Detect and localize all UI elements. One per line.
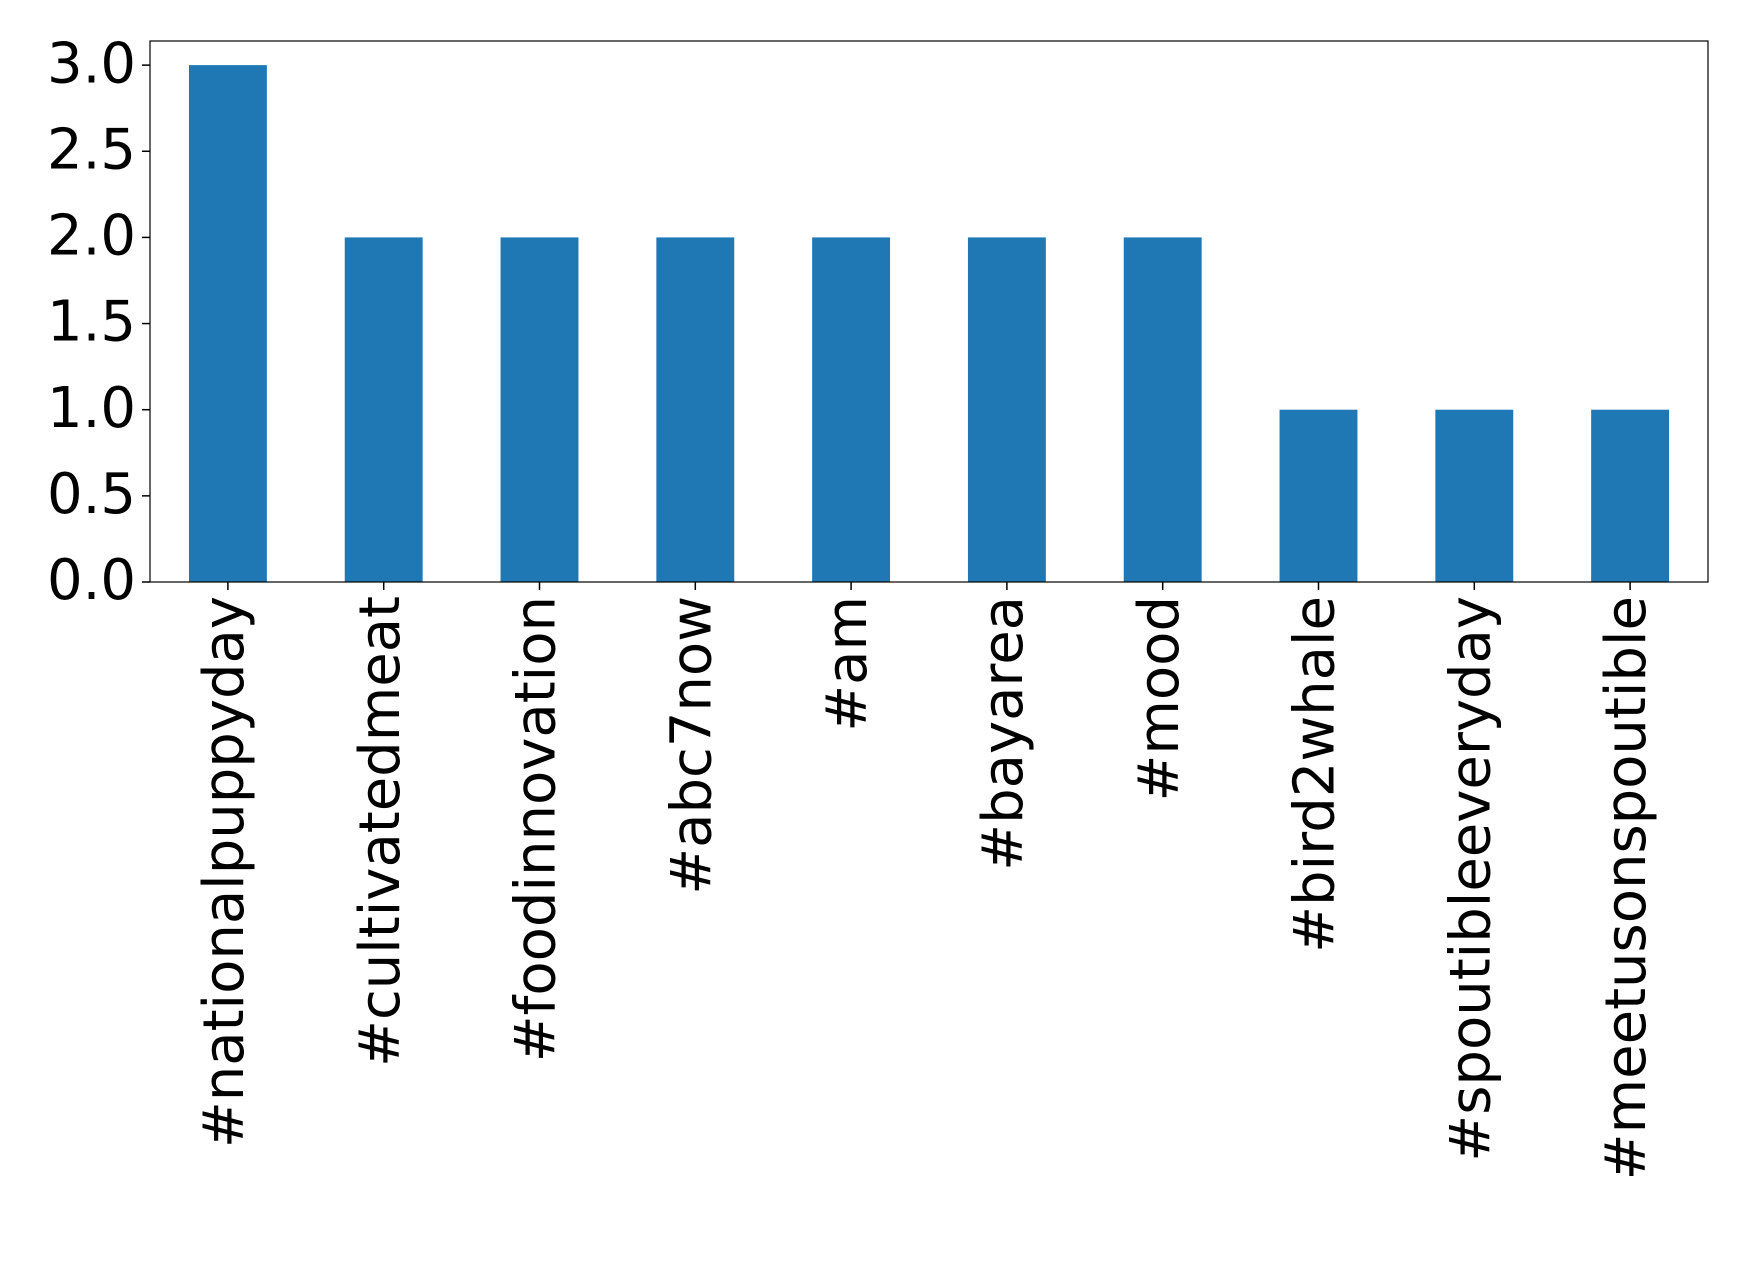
x-tick-label: #bayarea [971, 596, 1036, 871]
x-tick-label: #foodinnovation [504, 596, 569, 1062]
bar [656, 237, 735, 583]
bar [967, 237, 1046, 583]
y-tick-label: 1.5 [47, 290, 136, 355]
x-tick-label: #abc7now [659, 596, 724, 895]
x-tick-label: #mood [1127, 596, 1192, 802]
bar [1435, 409, 1514, 582]
x-tick-label: #cultivatedmeat [348, 596, 413, 1067]
x-tick-label: #bird2whale [1283, 596, 1348, 953]
y-tick-label: 2.5 [47, 117, 136, 182]
x-tick-label: #meetusonspoutible [1594, 596, 1659, 1180]
y-tick-label: 0.5 [47, 462, 136, 527]
bar [1591, 409, 1670, 582]
y-tick-label: 2.0 [47, 204, 136, 269]
bar [812, 237, 891, 583]
y-tick-label: 1.0 [47, 376, 136, 441]
y-tick-label: 0.0 [47, 548, 136, 613]
bar [1279, 409, 1358, 582]
bar [1123, 237, 1202, 583]
bar [344, 237, 423, 583]
y-tick-label: 3.0 [47, 31, 136, 96]
x-tick-label: #spoutibleeveryday [1438, 596, 1503, 1162]
plot-frame [149, 40, 1709, 583]
bar [500, 237, 579, 583]
bar [188, 65, 267, 582]
x-tick-label: #nationalpuppyday [192, 596, 257, 1148]
x-tick-label: #am [815, 596, 880, 732]
